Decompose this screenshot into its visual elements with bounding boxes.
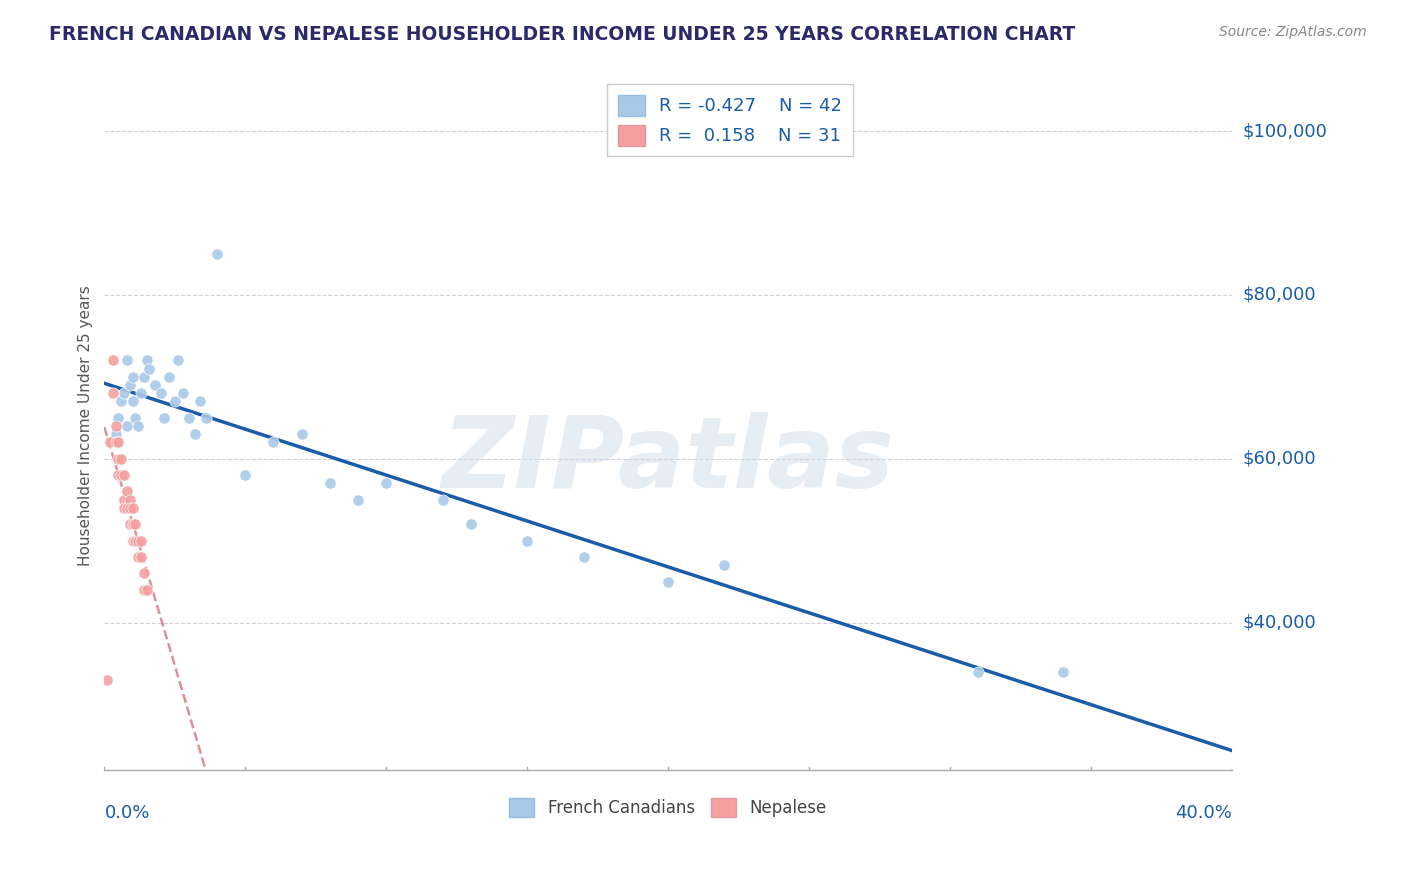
Point	[107, 435, 129, 450]
Point	[129, 549, 152, 564]
Point	[110, 451, 132, 466]
Point	[127, 549, 149, 564]
Y-axis label: Householder Income Under 25 years: Householder Income Under 25 years	[79, 285, 93, 566]
Point	[347, 492, 370, 507]
Point	[124, 533, 146, 548]
Point	[138, 361, 160, 376]
Text: ZIPatlas: ZIPatlas	[441, 412, 894, 508]
Point	[127, 533, 149, 548]
Point	[157, 369, 180, 384]
Point	[194, 410, 217, 425]
Text: Source: ZipAtlas.com: Source: ZipAtlas.com	[1219, 25, 1367, 39]
Point	[163, 394, 186, 409]
Text: FRENCH CANADIAN VS NEPALESE HOUSEHOLDER INCOME UNDER 25 YEARS CORRELATION CHART: FRENCH CANADIAN VS NEPALESE HOUSEHOLDER …	[49, 25, 1076, 44]
Point	[118, 378, 141, 392]
Point	[967, 665, 990, 679]
Point	[291, 427, 314, 442]
Point	[572, 549, 595, 564]
Point	[98, 435, 121, 450]
Text: $80,000: $80,000	[1243, 285, 1316, 304]
Point	[112, 386, 135, 401]
Point	[149, 386, 172, 401]
Point	[121, 517, 143, 532]
Point	[233, 468, 256, 483]
Point	[188, 394, 211, 409]
Point	[118, 517, 141, 532]
Point	[172, 386, 194, 401]
Point	[135, 582, 157, 597]
Point	[107, 451, 129, 466]
Point	[1052, 665, 1074, 679]
Point	[166, 353, 188, 368]
Point	[118, 500, 141, 515]
Point	[112, 492, 135, 507]
Point	[460, 517, 482, 532]
Point	[115, 500, 138, 515]
Point	[104, 435, 127, 450]
Point	[104, 419, 127, 434]
Point	[107, 468, 129, 483]
Text: 0.0%: 0.0%	[104, 805, 150, 822]
Point	[101, 386, 124, 401]
Point	[132, 566, 155, 581]
Point	[183, 427, 205, 442]
Point	[657, 574, 679, 589]
Point	[129, 386, 152, 401]
Point	[205, 247, 228, 261]
Point	[124, 517, 146, 532]
Point	[263, 435, 285, 450]
Point	[127, 419, 149, 434]
Point	[177, 410, 200, 425]
Point	[112, 468, 135, 483]
Point	[121, 533, 143, 548]
Point	[107, 435, 129, 450]
Point	[121, 369, 143, 384]
Point	[115, 484, 138, 499]
Point	[104, 427, 127, 442]
Point	[319, 476, 342, 491]
Point	[110, 468, 132, 483]
Point	[115, 353, 138, 368]
Point	[121, 394, 143, 409]
Point	[516, 533, 538, 548]
Point	[135, 353, 157, 368]
Legend: French Canadians, Nepalese: French Canadians, Nepalese	[502, 791, 834, 823]
Point	[375, 476, 398, 491]
Point	[129, 533, 152, 548]
Point	[107, 410, 129, 425]
Point	[121, 500, 143, 515]
Point	[124, 410, 146, 425]
Point	[143, 378, 166, 392]
Point	[132, 582, 155, 597]
Point	[132, 369, 155, 384]
Point	[101, 353, 124, 368]
Point	[110, 394, 132, 409]
Text: 40.0%: 40.0%	[1175, 805, 1232, 822]
Point	[432, 492, 454, 507]
Point	[112, 500, 135, 515]
Point	[713, 558, 735, 573]
Point	[118, 492, 141, 507]
Text: $40,000: $40,000	[1243, 614, 1316, 632]
Text: $100,000: $100,000	[1243, 122, 1327, 140]
Point	[152, 410, 174, 425]
Point	[115, 419, 138, 434]
Text: $60,000: $60,000	[1243, 450, 1316, 467]
Point	[96, 673, 118, 687]
